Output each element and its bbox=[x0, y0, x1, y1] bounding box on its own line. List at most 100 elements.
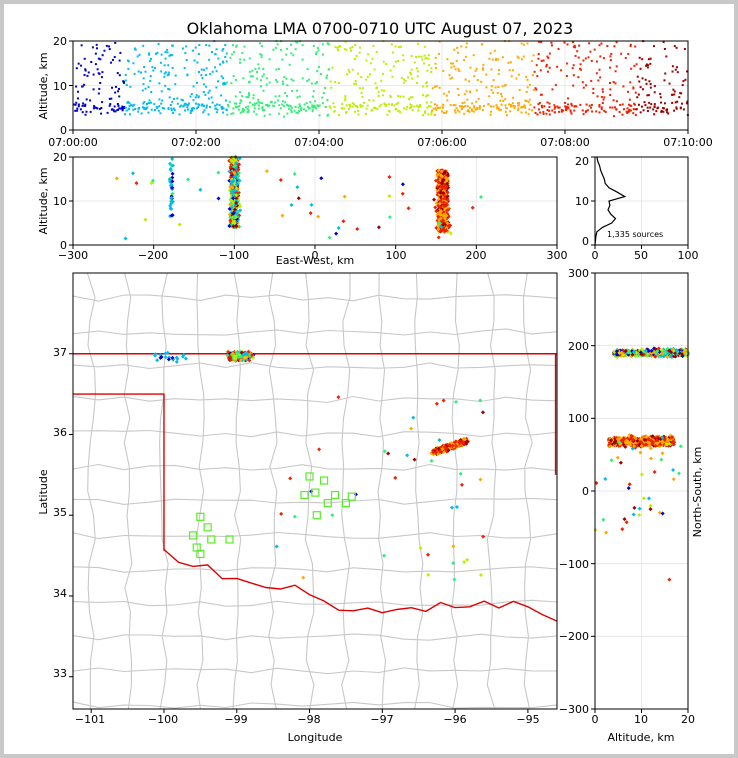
time-height-point bbox=[626, 111, 629, 114]
time-height-point bbox=[215, 86, 218, 89]
time-height-point bbox=[497, 86, 500, 89]
time-height-point bbox=[465, 42, 468, 45]
ew-altitude-point bbox=[316, 214, 321, 219]
time-height-point bbox=[97, 92, 100, 95]
county-line bbox=[73, 463, 557, 472]
time-height-point bbox=[536, 75, 539, 78]
time-height-point bbox=[656, 107, 659, 110]
time-height-point bbox=[671, 70, 674, 73]
time-height-point bbox=[357, 113, 360, 116]
time-height-point bbox=[332, 102, 335, 105]
time-height-point bbox=[259, 85, 262, 88]
time-height-point bbox=[622, 85, 625, 88]
time-height-point bbox=[74, 109, 77, 112]
time-height-point bbox=[353, 57, 356, 60]
plan-view-point bbox=[458, 471, 463, 476]
time-height-point bbox=[425, 85, 428, 88]
ew-altitude-point bbox=[387, 193, 392, 198]
time-height-point bbox=[665, 109, 668, 112]
time-height-point bbox=[241, 95, 244, 98]
plan-view-point bbox=[434, 401, 439, 406]
p4-xtick-n100: −100 bbox=[148, 713, 178, 726]
time-height-point bbox=[410, 55, 413, 58]
time-height-point bbox=[324, 87, 327, 90]
p5-ytick-n200: −200 bbox=[559, 630, 589, 643]
time-height-point bbox=[358, 87, 361, 90]
ew-altitude-ticks bbox=[69, 156, 558, 249]
time-height-point bbox=[301, 77, 304, 80]
time-height-point bbox=[456, 87, 459, 90]
time-height-point bbox=[327, 68, 330, 71]
time-height-point bbox=[537, 57, 540, 60]
time-height-point bbox=[445, 94, 448, 97]
time-height-point bbox=[463, 101, 466, 104]
time-height-point bbox=[517, 104, 520, 107]
time-height-point bbox=[202, 68, 205, 71]
ns-altitude-point bbox=[628, 442, 633, 447]
time-height-point bbox=[337, 45, 340, 48]
plan-view-point bbox=[241, 353, 246, 358]
ns-altitude-point bbox=[657, 510, 662, 515]
time-height-point bbox=[427, 113, 430, 116]
time-height-point bbox=[456, 109, 459, 112]
time-height-point bbox=[411, 96, 414, 99]
time-height-point bbox=[205, 104, 208, 107]
time-height-point bbox=[148, 102, 151, 105]
time-height-point bbox=[445, 110, 448, 113]
ns-altitude-points bbox=[593, 346, 690, 582]
time-height-point bbox=[447, 90, 450, 93]
time-height-point bbox=[411, 77, 414, 80]
time-height-point bbox=[150, 108, 153, 111]
time-height-point bbox=[345, 48, 348, 51]
time-height-point bbox=[550, 44, 553, 47]
time-height-point bbox=[604, 111, 607, 114]
time-height-point bbox=[83, 73, 86, 76]
time-height-point bbox=[99, 58, 102, 61]
time-height-point bbox=[672, 88, 675, 91]
plan-view-point bbox=[181, 352, 186, 357]
ew-altitude-point bbox=[228, 202, 233, 207]
time-height-point bbox=[96, 68, 99, 71]
time-height-point bbox=[500, 103, 503, 106]
time-height-point bbox=[222, 111, 225, 114]
time-height-point bbox=[343, 48, 346, 51]
time-height-point bbox=[632, 86, 635, 89]
p3-ytick-0: 0 bbox=[582, 235, 589, 248]
time-height-point bbox=[461, 108, 464, 111]
time-height-point bbox=[187, 108, 190, 111]
time-height-point bbox=[416, 82, 419, 85]
time-height-point bbox=[490, 85, 493, 88]
ew-altitude-point bbox=[442, 196, 447, 201]
time-height-point bbox=[623, 108, 626, 111]
time-height-point bbox=[673, 109, 676, 112]
time-height-point bbox=[469, 90, 472, 93]
time-height-point bbox=[336, 49, 339, 52]
ns-altitude-point bbox=[649, 438, 654, 443]
p4-xtick-n96: −96 bbox=[443, 713, 466, 726]
time-height-point bbox=[145, 106, 148, 109]
plan-view-point bbox=[461, 437, 466, 442]
time-height-point bbox=[557, 47, 560, 50]
source-count-annotation: 1,335 sources bbox=[607, 230, 663, 239]
time-height-point bbox=[226, 113, 229, 116]
time-height-point bbox=[182, 104, 185, 107]
time-height-point bbox=[202, 91, 205, 94]
time-height-point bbox=[653, 85, 656, 88]
time-height-point bbox=[329, 106, 332, 109]
time-height-point bbox=[129, 85, 132, 88]
time-height-point bbox=[186, 74, 189, 77]
time-height-point bbox=[381, 72, 384, 75]
time-height-point bbox=[239, 102, 242, 105]
ns-altitude-point bbox=[632, 444, 637, 449]
time-height-point bbox=[433, 113, 436, 116]
time-height-point bbox=[539, 69, 542, 72]
time-height-point bbox=[574, 46, 577, 49]
time-height-point bbox=[609, 106, 612, 109]
time-height-point bbox=[98, 87, 101, 90]
time-height-point bbox=[176, 102, 179, 105]
time-height-point bbox=[659, 92, 662, 95]
time-height-point bbox=[288, 107, 291, 110]
plan-view-panel: −101 −100 −99 −98 −97 −96 −95 33 34 35 3… bbox=[37, 272, 558, 744]
ew-altitude-point bbox=[170, 163, 175, 168]
time-height-point bbox=[523, 104, 526, 107]
